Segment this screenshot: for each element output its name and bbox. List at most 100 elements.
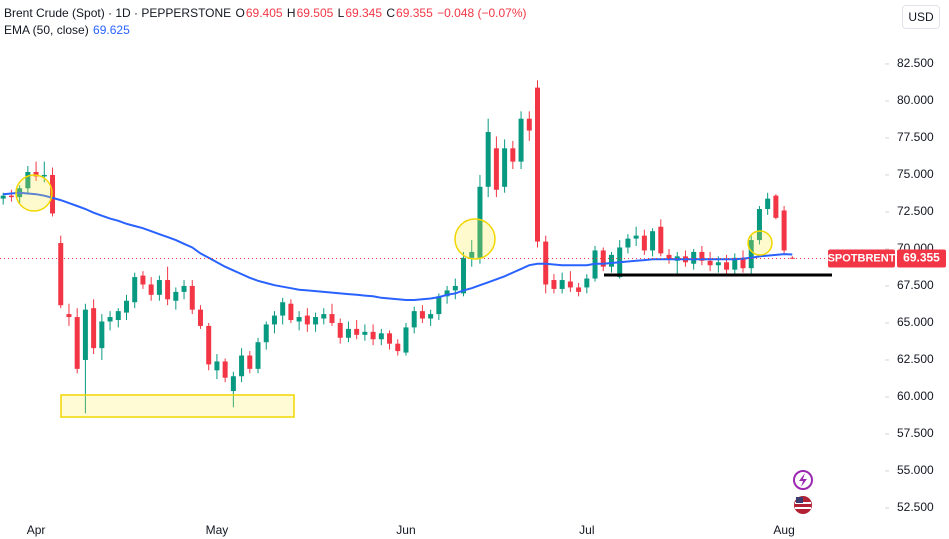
candle-body [576,287,582,292]
ohlc-value: 69.345 [345,6,383,20]
candle-body [600,250,606,267]
candle-body [625,238,631,248]
highlight-circle [747,230,773,256]
y-tick-label: 60.000 [897,389,934,403]
candle-body [33,171,39,177]
candle-body [765,198,771,209]
candle-body [329,314,335,323]
candle-body [304,315,310,325]
candle-body [650,231,656,251]
candle-body [8,195,14,198]
candle-body [181,285,187,292]
symbol-legend: Brent Crude (Spot) · 1D · PEPPERSTONE O6… [4,6,528,20]
candle-body [452,285,458,291]
candle-body [551,280,557,289]
candle-body [756,208,762,241]
candle-body [313,317,319,325]
candle-body [156,280,162,295]
candle-body [732,257,738,270]
ohlc-key: C [386,6,396,20]
annotations [15,174,832,418]
candle-body [222,361,228,378]
candle-body [707,260,713,266]
candle-body [362,331,368,335]
highlight-circle [15,174,53,212]
x-tick-label: Jun [396,523,415,537]
change: −0.048 (−0.07%) [437,6,527,20]
flag-canton [796,497,803,503]
candle-body [173,291,179,301]
y-tick-label: 55.000 [897,463,934,477]
ohlc-value: 69.355 [396,6,433,20]
candle-body [633,235,639,239]
candle-body [82,309,88,360]
x-tick-label: Jul [579,523,594,537]
y-tick-label: 82.500 [897,56,934,70]
currency-button[interactable]: USD [902,5,940,29]
ema-value: 69.625 [93,23,130,37]
candle-body [567,281,573,288]
candle-body [296,317,302,322]
candle-body [461,257,467,294]
candle-body [165,280,171,300]
ohlc-value: 69.405 [245,6,283,20]
candle-body [140,275,146,285]
candle-body [781,210,787,251]
candle-body [124,300,129,313]
candle-body [0,195,6,199]
y-tick-label: 75.000 [897,167,934,181]
candle-body [263,324,269,343]
candle-body [658,226,664,254]
ohlc-key: L [337,6,345,20]
candle-body [748,240,754,269]
candle-body [66,314,72,318]
candle-body [387,333,393,344]
candle-body [666,254,672,260]
y-tick-label: 52.500 [897,500,934,514]
candle-body [518,118,524,162]
candle-body [419,311,425,319]
y-tick-label: 62.500 [897,352,934,366]
candle-body [535,87,540,242]
candle-body [699,251,705,261]
highlight-circle [454,218,496,260]
candle-body [493,148,499,190]
candle-body [485,132,491,187]
ohlc-key: O [235,6,245,20]
ema-legend: EMA (50, close) 69.625 [4,23,131,37]
ohlc-value: 69.505 [296,6,334,20]
price-tag-box [828,249,895,268]
candle-body [428,314,434,319]
ema-line [3,191,793,301]
candle-body [773,195,779,218]
candle-body [724,262,730,270]
candle-body [271,315,277,325]
x-tick-label: May [206,523,229,537]
candle-body [444,290,450,297]
candle-body [91,308,97,349]
candle-body [288,303,294,321]
candle-body [107,317,113,322]
candle-body [691,251,697,264]
candle-body [74,317,80,369]
candle-body [41,174,47,177]
y-tick-label: 65.000 [897,315,934,329]
price-tag-value: 69.355 [903,251,940,265]
price-tag-name: SPOTBRENT [828,252,896,264]
y-tick-label: 72.500 [897,204,934,218]
candle-body [469,251,475,258]
candle-body [148,284,154,295]
candle-body [25,171,31,189]
y-tick-label: 77.500 [897,130,934,144]
icons [793,470,813,514]
candle-body [206,325,212,365]
candle-body [477,186,483,258]
candle-body [502,148,508,187]
y-tick-label: 80.000 [897,93,934,107]
x-tick-label: Apr [27,523,46,537]
candle-body [370,331,376,340]
candle-body [510,148,516,162]
candle-body [99,321,105,349]
candle-body [58,243,64,306]
